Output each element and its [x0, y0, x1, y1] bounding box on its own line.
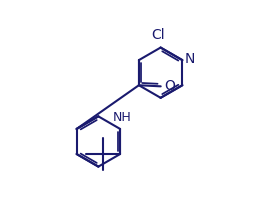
Text: N: N: [185, 52, 195, 66]
Text: Cl: Cl: [151, 28, 165, 42]
Text: O: O: [164, 79, 175, 93]
Text: NH: NH: [113, 112, 132, 125]
